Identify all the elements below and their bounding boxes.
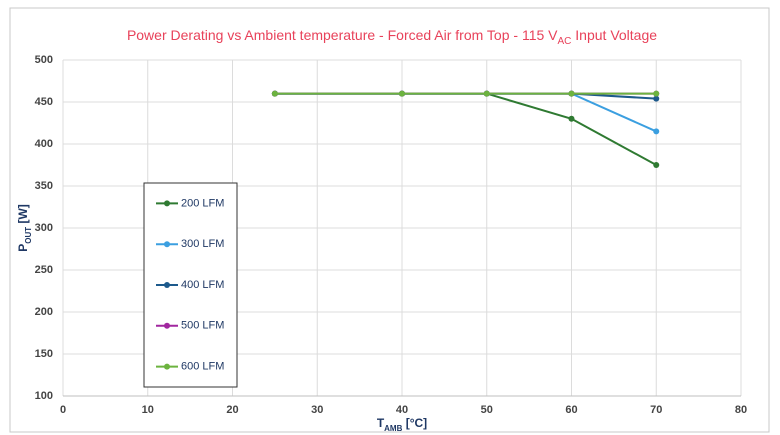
y_label-part: P xyxy=(16,244,30,252)
x-tick-label: 50 xyxy=(481,404,493,416)
x-tick-label: 0 xyxy=(60,404,66,416)
legend-marker xyxy=(164,282,170,288)
data-point xyxy=(568,115,575,122)
x_label-part: [°C] xyxy=(402,416,427,430)
x_label-part: T xyxy=(377,416,385,430)
x-tick-label: 10 xyxy=(142,404,154,416)
title-part: AC xyxy=(558,36,572,47)
y-tick-label: 200 xyxy=(35,306,53,318)
chart-title: Power Derating vs Ambient temperature - … xyxy=(127,27,657,47)
data-point xyxy=(399,90,405,97)
data-point xyxy=(271,90,278,97)
data-point xyxy=(653,162,660,168)
y-tick-label: 150 xyxy=(35,348,53,360)
y-tick-label: 400 xyxy=(35,138,53,150)
data-point xyxy=(483,90,490,97)
legend-marker xyxy=(164,322,170,329)
legend-marker xyxy=(164,200,170,207)
data-point xyxy=(653,90,660,97)
x-tick-label: 30 xyxy=(311,404,323,416)
legend-marker xyxy=(164,241,170,248)
x-axis-label: TAMB [°C] xyxy=(377,416,427,432)
legend-label: 600 LFM xyxy=(181,361,224,373)
y_label-part: [W] xyxy=(16,204,30,227)
legend-label: 400 LFM xyxy=(181,279,224,291)
y_label-part: OUT xyxy=(24,227,33,244)
y-tick-label: 500 xyxy=(35,54,53,66)
y-tick-label: 100 xyxy=(35,390,53,402)
y-tick-label: 450 xyxy=(35,96,53,108)
legend-label: 200 LFM xyxy=(181,197,224,209)
y-tick-label: 250 xyxy=(35,264,53,276)
x-tick-label: 60 xyxy=(565,404,577,416)
data-point xyxy=(653,128,660,135)
title-part: Input Voltage xyxy=(571,27,657,43)
x-tick-label: 20 xyxy=(226,404,238,416)
x-tick-label: 40 xyxy=(396,404,408,416)
legend-marker xyxy=(164,363,170,370)
data-point xyxy=(568,90,575,97)
x_label-part: AMB xyxy=(384,424,402,433)
data-point xyxy=(653,95,660,102)
y-axis-label: POUT [W] xyxy=(16,204,32,252)
x-tick-label: 80 xyxy=(735,404,747,416)
y-tick-label: 350 xyxy=(35,180,53,192)
legend-label: 500 LFM xyxy=(181,320,224,332)
y-tick-label: 300 xyxy=(35,222,53,234)
legend-label: 300 LFM xyxy=(181,238,224,250)
x-tick-label: 70 xyxy=(650,404,662,416)
title-part: Power Derating vs Ambient temperature - … xyxy=(127,27,558,43)
